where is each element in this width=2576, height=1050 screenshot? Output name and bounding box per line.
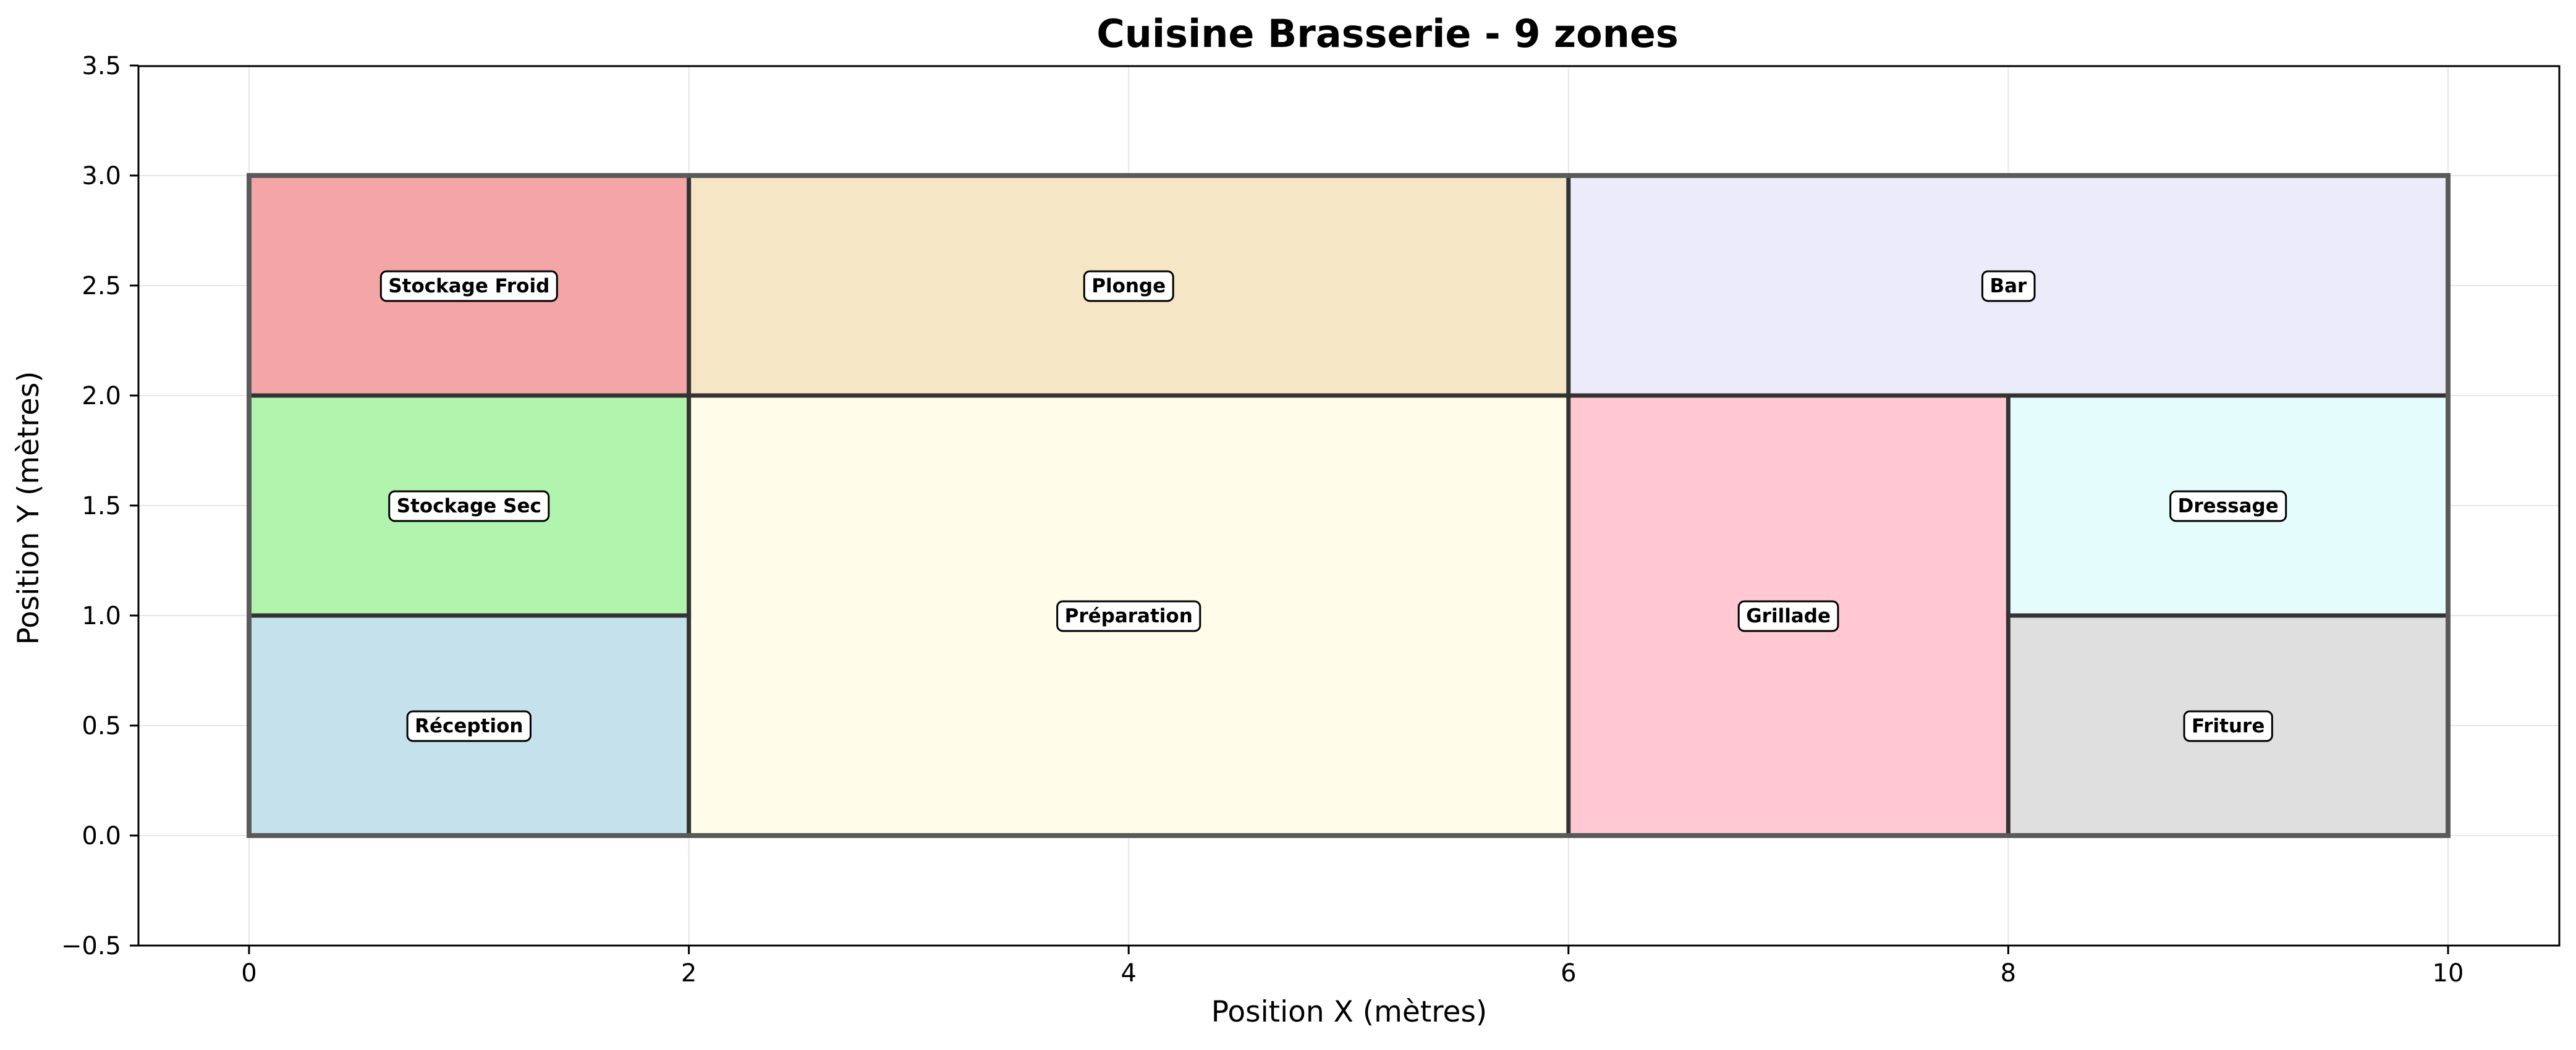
zone-label-reception: Réception — [406, 710, 532, 742]
zone-label-plonge: Plonge — [1083, 270, 1174, 302]
zone-label-text: Plonge — [1091, 275, 1166, 297]
zone-label-box — [1737, 600, 1839, 632]
zone-label-friture: Friture — [2183, 710, 2273, 742]
zone-label-preparation: Préparation — [1056, 600, 1201, 632]
y-tick-label-4: 1.5 — [82, 492, 121, 520]
zone-label-box — [1083, 270, 1174, 302]
zone-label-stockage-froid: Stockage Froid — [379, 270, 558, 302]
zone-label-box — [1981, 270, 2036, 302]
zone-label-text: Friture — [2192, 715, 2265, 737]
axis-ticks: 0 2 4 6 8 10 −0.5 0.0 0.5 1.0 1.5 2.0 2.5 3.0 3.5 — [61, 52, 2464, 988]
zone-label-text: Dressage — [2178, 495, 2279, 517]
y-tick-label-1: 0.0 — [82, 822, 121, 850]
inner-walls — [247, 173, 2451, 838]
zone-label-text: Stockage Froid — [388, 275, 549, 297]
outer-border — [247, 173, 2451, 838]
outer-borders — [247, 173, 2451, 838]
chart-title: Cuisine Brasserie - 9 zones — [1096, 11, 1679, 56]
y-axis-label: Position Y (mètres) — [12, 371, 46, 645]
zone-label-stockage-sec: Stockage Sec — [388, 490, 550, 522]
x-axis-label: Position X (mètres) — [1211, 995, 1488, 1029]
zone-label-text: Réception — [415, 715, 523, 737]
x-tick-label-1: 2 — [681, 959, 697, 988]
y-tick-label-3: 1.0 — [82, 602, 121, 630]
x-tick-label-0: 0 — [241, 959, 256, 988]
zone-label-box — [2169, 490, 2287, 522]
zone-label-text: Bar — [1989, 275, 2027, 297]
zone-label-box — [2183, 710, 2273, 742]
zone-label-box — [388, 490, 550, 522]
y-tick-label-8: 3.5 — [82, 52, 121, 80]
zone-rectangles — [249, 176, 2448, 836]
zone-label-box — [406, 710, 532, 742]
y-tick-label-7: 3.0 — [82, 162, 121, 190]
x-tick-label-5: 10 — [2433, 959, 2464, 988]
zone-label-dressage: Dressage — [2169, 490, 2287, 522]
x-tick-label-2: 4 — [1121, 959, 1136, 988]
y-tick-label-2: 0.5 — [82, 712, 121, 740]
zone-label-grillade: Grillade — [1737, 600, 1839, 632]
zone-label-box — [379, 270, 558, 302]
x-tick-label-3: 6 — [1561, 959, 1576, 988]
y-tick-label-0: −0.5 — [61, 932, 121, 960]
zone-label-bar: Bar — [1981, 270, 2036, 302]
x-tick-label-4: 8 — [2001, 959, 2016, 988]
y-tick-label-5: 2.0 — [82, 382, 121, 410]
zone-label-text: Préparation — [1065, 605, 1193, 627]
zone-label-text: Grillade — [1746, 605, 1831, 627]
zone-labels: Stockage Froid Plonge Bar Stockage Sec Récep… — [379, 270, 2287, 742]
y-tick-label-6: 2.5 — [82, 272, 121, 300]
zone-label-box — [1056, 600, 1201, 632]
zone-label-text: Stockage Sec — [397, 495, 541, 517]
